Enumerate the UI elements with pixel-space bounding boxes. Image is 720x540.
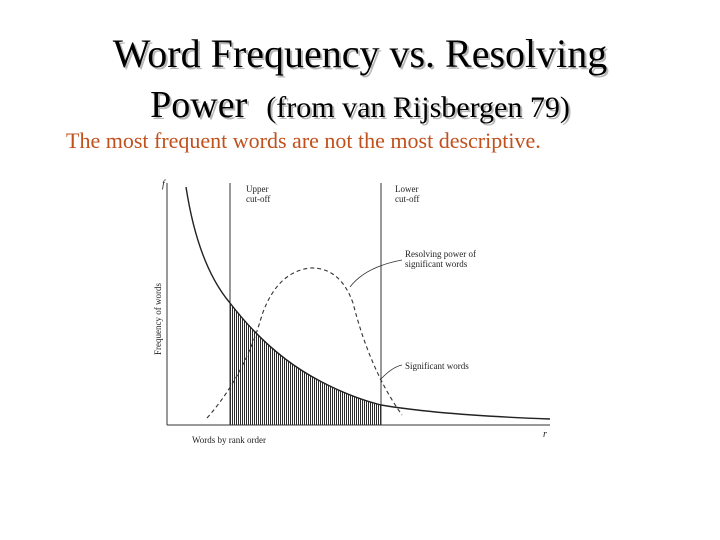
resolving-power-label-2: significant words	[405, 259, 468, 269]
frequency-resolving-figure: f r Upper cut-off Lower cut-off Resolvin…	[153, 179, 551, 445]
x-axis-label: Words by rank order	[192, 435, 266, 445]
x-axis-symbol: r	[543, 429, 547, 440]
subtitle: The most frequent words are not the most…	[66, 128, 541, 153]
title-main: Power	[150, 84, 248, 126]
title-source: (from van Rijsbergen 79)	[266, 91, 570, 124]
resolving-power-curve	[206, 267, 403, 419]
lower-cutoff-label: Lower	[395, 184, 419, 194]
title-line-2: Power (from van Rijsbergen 79)	[0, 86, 720, 124]
significant-words-region	[230, 303, 381, 425]
y-axis-label: Frequency of words	[153, 283, 163, 355]
upper-cutoff-label: Upper	[246, 184, 269, 194]
lower-cutoff-label-2: cut-off	[395, 194, 419, 204]
frequency-curve	[185, 186, 551, 420]
upper-cutoff-label-2: cut-off	[246, 194, 270, 204]
resolving-power-label: Resolving power of	[405, 249, 476, 259]
resolving-leader	[349, 259, 403, 288]
significant-words-label: Significant words	[405, 361, 469, 371]
significant-leader	[379, 364, 403, 381]
title-line-1: Word Frequency vs. Resolving	[112, 31, 608, 76]
y-axis-symbol: f	[162, 179, 166, 190]
